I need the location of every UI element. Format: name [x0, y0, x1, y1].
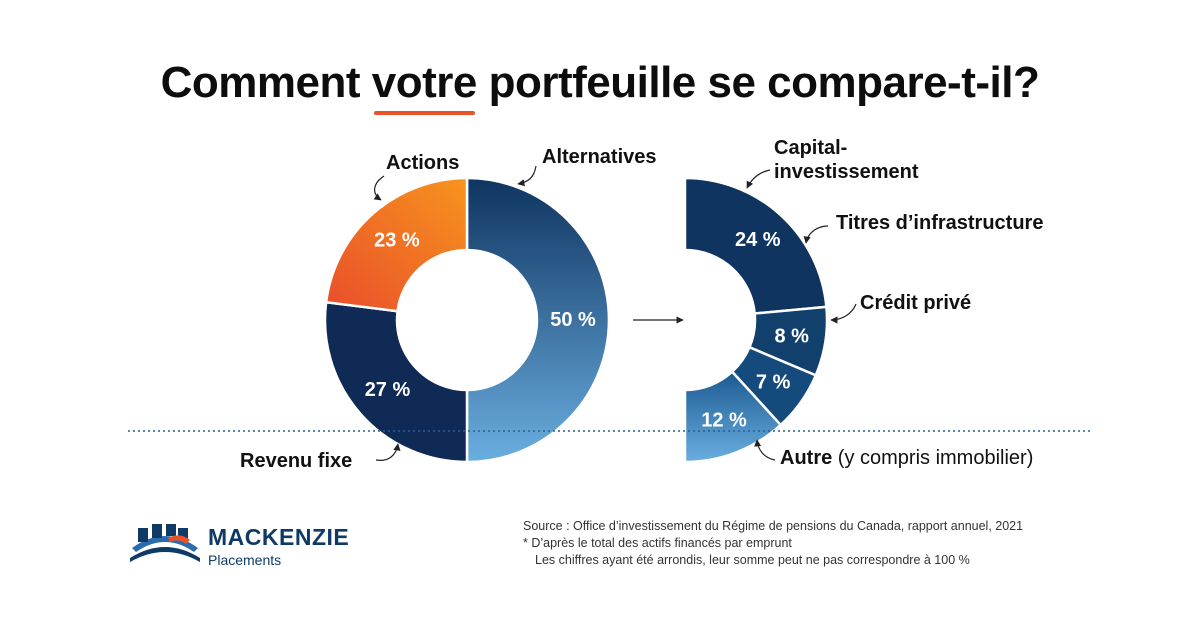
mackenzie-logo-icon — [130, 524, 200, 562]
capital-pointer-arrow — [746, 169, 771, 189]
brand-sub: Placements — [208, 552, 282, 568]
slice-alternatives — [465, 176, 611, 464]
actions-pointer-arrow — [373, 175, 385, 201]
credit-pointer-arrow — [830, 303, 857, 324]
slice-revenu-fixe — [323, 300, 469, 464]
brand-name: MACKENZIE — [208, 524, 350, 550]
label-alternatives: Alternatives — [542, 146, 657, 168]
label-capital: Capital- investissement — [774, 136, 919, 184]
source-line3: Les chiffres ayant été arrondis, leur so… — [535, 553, 970, 567]
label-autre-bold: Autre — [780, 447, 833, 469]
value-label-capital: 24 % — [735, 229, 781, 251]
value-label-autre: 12 % — [701, 410, 747, 432]
label-autre: Autre (y compris immobilier) — [780, 447, 1033, 470]
title-highlight: votre — [371, 58, 477, 115]
autre-pointer-arrow — [754, 439, 776, 461]
label-capital-line1: Capital- — [774, 137, 848, 159]
slice-actions — [324, 176, 469, 313]
title-part: portfeuille se compare-t-il? — [476, 58, 1040, 107]
title-part: Comment — [160, 58, 372, 107]
left-donut: 50 % 27 % 23 % — [323, 176, 611, 464]
value-label-alternatives: 50 % — [550, 309, 596, 331]
label-capital-line2: investissement — [774, 161, 919, 183]
value-label-infrastructure: 8 % — [774, 326, 809, 348]
right-donut: 24 % 8 % 7 % 12 % — [683, 176, 829, 464]
revenu-pointer-arrow — [375, 443, 401, 461]
label-infrastructure: Titres d’infrastructure — [836, 212, 1044, 234]
infrastructure-pointer-arrow — [803, 225, 829, 244]
label-autre-rest: (y compris immobilier) — [832, 447, 1034, 469]
value-label-revenu-fixe: 27 % — [365, 379, 411, 401]
slice-capital — [683, 176, 828, 315]
source-note: Source : Office d’investissement du Régi… — [523, 518, 1023, 569]
source-line1: Source : Office d’investissement du Régi… — [523, 519, 1024, 533]
value-label-credit: 7 % — [756, 371, 791, 393]
alternatives-pointer-arrow — [517, 165, 537, 187]
value-label-actions: 23 % — [374, 229, 420, 251]
label-credit: Crédit privé — [860, 292, 972, 314]
page-title: Comment votre portfeuille se compare-t-i… — [0, 58, 1200, 115]
label-actions: Actions — [386, 152, 460, 174]
label-revenu-fixe: Revenu fixe — [240, 450, 353, 472]
source-line2: * D’après le total des actifs financés p… — [523, 536, 792, 550]
